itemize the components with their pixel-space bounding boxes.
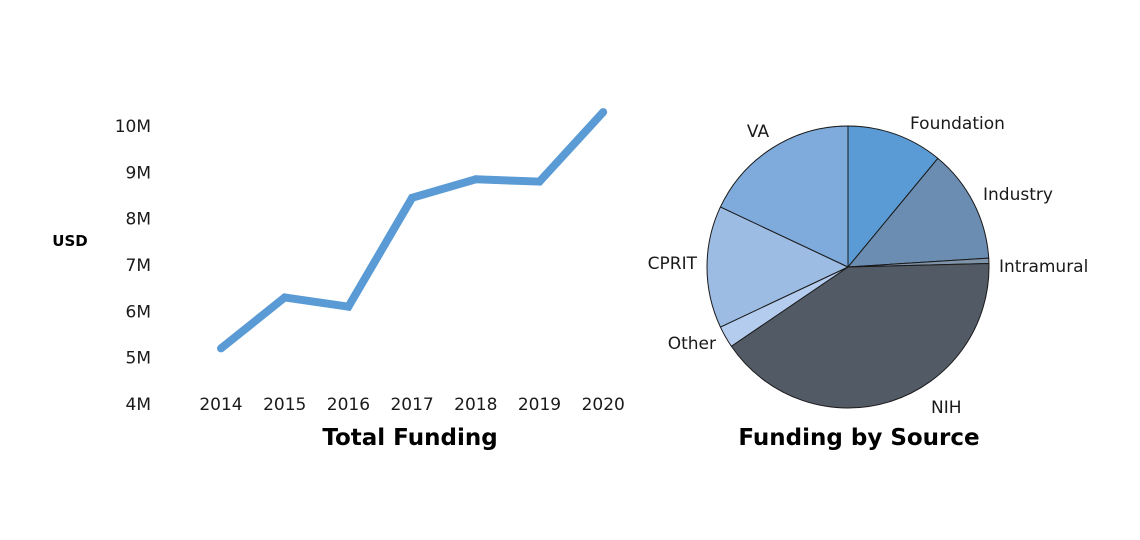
line-chart: USD 4M 5M 6M 7M 8M 9M 10M 2014 2015 2016 2017 2018… <box>52 108 625 451</box>
y-tick-label: 9M <box>126 163 151 183</box>
x-tick-label: 2015 <box>263 395 306 415</box>
line-point-2016 <box>344 302 353 311</box>
pie-label-intramural: Intramural <box>999 257 1088 277</box>
pie-slice-cprit <box>706 206 849 328</box>
line-point-2019 <box>535 177 544 186</box>
line-chart-title: Total Funding <box>322 425 497 451</box>
y-tick-label: 8M <box>126 210 151 230</box>
pie-slice-industry <box>847 157 990 268</box>
pie-slice-foundation <box>847 125 939 268</box>
line-point-2017 <box>408 193 417 202</box>
x-tick-labels: 2014 2015 2016 2017 2018 2019 2020 <box>199 395 624 415</box>
pie-label-industry: Industry <box>983 185 1053 205</box>
pie-label-foundation: Foundation <box>910 114 1005 134</box>
pie-slice-va <box>719 125 849 268</box>
pie-slices <box>706 125 990 409</box>
series-line-total-funding <box>218 109 607 352</box>
x-tick-label: 2016 <box>327 395 370 415</box>
line-point-2018 <box>471 175 480 184</box>
pie-label-cprit: CPRIT <box>648 254 698 274</box>
line-point-2015 <box>280 293 289 302</box>
pie-labels: Foundation Industry Intramural NIH Other CPRI… <box>648 114 1089 418</box>
line-data-points <box>217 108 608 353</box>
line-point-2020 <box>599 108 608 117</box>
y-tick-label: 4M <box>126 395 151 415</box>
pie-chart-title: Funding by Source <box>738 425 979 451</box>
x-tick-label: 2019 <box>518 395 561 415</box>
pie-slice-nih <box>730 262 990 409</box>
x-tick-label: 2017 <box>390 395 433 415</box>
y-tick-labels: 4M 5M 6M 7M 8M 9M 10M <box>115 117 151 415</box>
x-tick-label: 2018 <box>454 395 497 415</box>
x-tick-label: 2014 <box>199 395 242 415</box>
y-axis-label: USD <box>52 232 87 250</box>
pie-chart: Foundation Industry Intramural NIH Other CPRI… <box>648 114 1089 451</box>
y-tick-label: 5M <box>126 349 151 369</box>
pie-label-other: Other <box>668 334 716 354</box>
line-point-2014 <box>217 344 225 353</box>
y-tick-label: 6M <box>126 302 151 322</box>
y-tick-label: 7M <box>126 256 151 276</box>
pie-label-va: VA <box>747 122 770 142</box>
y-tick-label: 10M <box>115 117 151 137</box>
pie-label-nih: NIH <box>931 398 962 418</box>
x-tick-label: 2020 <box>582 395 625 415</box>
